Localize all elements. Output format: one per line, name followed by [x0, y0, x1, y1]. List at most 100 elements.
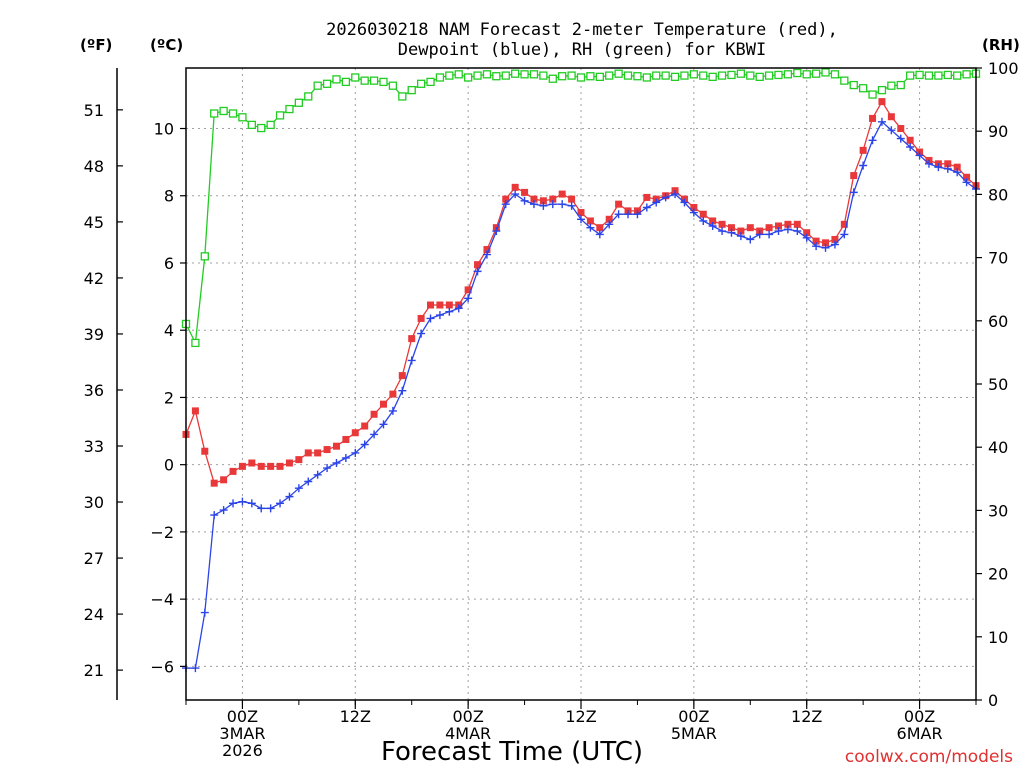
- dewpoint-point: [783, 225, 792, 234]
- dewpoint-point: [360, 440, 369, 449]
- dewpoint-point: [906, 143, 915, 151]
- dewpoint-point: [511, 190, 520, 199]
- rh-point: [764, 71, 774, 80]
- temperature-point: [220, 476, 228, 484]
- dewpoint-point: [200, 608, 209, 617]
- temperature-point: [304, 449, 312, 457]
- rh-point: [482, 70, 492, 79]
- rh-point: [924, 71, 934, 80]
- dewpoint-point: [304, 477, 313, 486]
- rh-point: [736, 69, 746, 78]
- temperature-point: [605, 215, 613, 223]
- celsius-tick-label: 2: [164, 388, 174, 407]
- rh-point: [529, 70, 539, 79]
- rh-point: [558, 72, 567, 81]
- dewpoint-point: [887, 126, 896, 135]
- celsius-tick-label: 6: [164, 254, 174, 273]
- dewpoint-point: [276, 499, 285, 508]
- x-tick-label: 00Z: [227, 707, 258, 726]
- rh-point: [473, 71, 482, 80]
- x-axis-label: Forecast Time (UTC): [381, 737, 643, 767]
- rh-point: [670, 72, 680, 81]
- rh-point: [623, 71, 633, 80]
- temperature-point: [568, 195, 576, 203]
- dewpoint-point: [642, 203, 651, 212]
- rh-tick-label: 60: [988, 312, 1008, 331]
- temperature-point: [709, 217, 717, 225]
- rh-point: [595, 72, 604, 81]
- temperature-point: [238, 462, 246, 470]
- temperature-point: [502, 195, 510, 203]
- dewpoint-point: [896, 134, 905, 143]
- rh-tick-label: 80: [988, 185, 1008, 204]
- temperature-point: [615, 200, 623, 208]
- dewpoint-point: [454, 304, 463, 313]
- fahrenheit-tick-label: 45: [84, 213, 104, 232]
- temperature-point: [690, 204, 698, 212]
- temperature-point: [577, 209, 585, 217]
- celsius-tick-label: −2: [150, 523, 174, 542]
- dewpoint-point: [727, 228, 736, 237]
- temperature-point: [474, 261, 482, 269]
- rh-tick-label: 70: [988, 249, 1008, 268]
- celsius-tick-label: −4: [150, 590, 174, 609]
- dewpoint-point: [830, 240, 839, 249]
- celsius-tick-label: 8: [164, 187, 174, 206]
- dewpoint-point: [624, 210, 633, 219]
- rh-point: [539, 71, 548, 80]
- rh-point: [454, 70, 463, 79]
- dewpoint-point: [219, 506, 228, 515]
- temperature-point: [765, 224, 773, 232]
- rh-unit-label: (RH): [982, 36, 1020, 54]
- temperature-point: [427, 301, 435, 309]
- dewpoint-point: [567, 201, 576, 210]
- dewpoint-point: [934, 163, 943, 172]
- fahrenheit-tick-label: 30: [84, 493, 104, 512]
- rh-point: [746, 71, 755, 80]
- dewpoint-point: [548, 200, 557, 209]
- rh-point: [962, 70, 971, 79]
- rh-point: [614, 69, 623, 78]
- rh-point: [463, 73, 473, 82]
- dewpoint-point: [812, 242, 821, 251]
- dewpoint-point: [191, 664, 200, 673]
- fahrenheit-tick-label: 48: [84, 157, 104, 176]
- x-tick-label: 12Z: [565, 707, 596, 726]
- rh-point: [332, 75, 341, 84]
- rh-point: [285, 104, 294, 114]
- dewpoint-point: [586, 223, 595, 232]
- dewpoint-point: [501, 200, 510, 209]
- temperature-point: [229, 467, 237, 475]
- rh-point: [435, 73, 445, 82]
- dewpoint-point: [699, 216, 708, 225]
- temperature-point: [897, 125, 905, 133]
- fahrenheit-tick-label: 36: [84, 381, 104, 400]
- temperature-point: [775, 222, 782, 230]
- rh-point: [416, 79, 426, 88]
- temperature-point: [398, 372, 406, 380]
- temperature-point: [295, 456, 303, 464]
- rh-point: [567, 71, 576, 80]
- dewpoint-point: [285, 492, 294, 501]
- rh-point: [266, 120, 275, 130]
- rh-point: [322, 79, 332, 88]
- temperature-point: [869, 114, 877, 122]
- celsius-tick-label: 4: [164, 321, 174, 340]
- rh-point: [858, 84, 868, 93]
- temperature-point: [370, 410, 378, 418]
- dewpoint-point: [661, 193, 670, 202]
- dewpoint-point: [689, 208, 698, 217]
- rh-point: [887, 81, 896, 90]
- temperature-point: [727, 224, 735, 232]
- fahrenheit-tick-label: 24: [84, 605, 104, 624]
- rh-axis: 0 10 20 30 40 50 60 70 80 90 100: [976, 59, 1019, 710]
- chart-title-line2: Dewpoint (blue), RH (green) for KBWI: [398, 40, 766, 60]
- temperature-point: [464, 286, 472, 294]
- rh-point: [219, 106, 228, 116]
- rh-point: [727, 70, 736, 80]
- x-tick-label: 00Z: [904, 707, 935, 726]
- rh-point: [520, 70, 529, 79]
- rh-tick-label: 90: [988, 122, 1008, 141]
- temperature-point: [793, 220, 801, 228]
